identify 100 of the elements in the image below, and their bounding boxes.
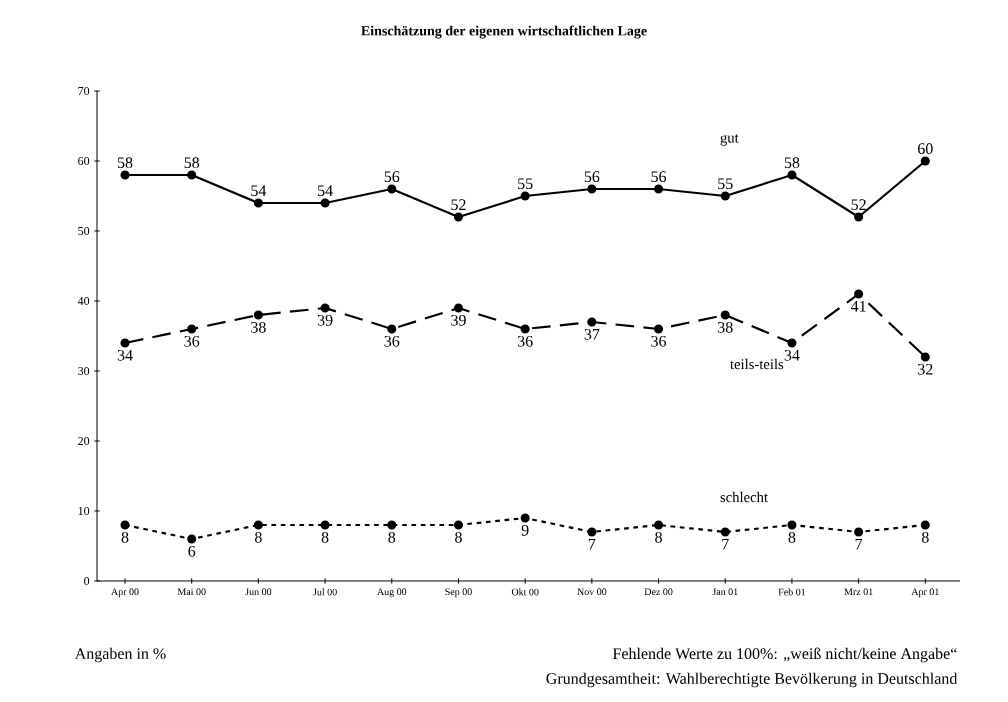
x-tick-label: Mai 00 <box>177 588 206 596</box>
y-tick-label: 50 <box>78 226 90 236</box>
data-label: 37 <box>584 328 600 340</box>
point <box>854 527 864 537</box>
data-label: 54 <box>318 185 333 197</box>
text: Fehlende Werte zu 100%: „weiß nicht/keine Angabe“ <box>612 647 957 663</box>
point <box>387 324 397 334</box>
point <box>453 520 464 530</box>
x-tick-label: Apr 00 <box>111 588 139 598</box>
y-tick-label: 20 <box>78 436 90 446</box>
data-label: 56 <box>651 171 667 183</box>
x-tick-label: Nov 00 <box>577 588 607 596</box>
y-tick-label: 60 <box>78 156 90 166</box>
point <box>120 170 130 180</box>
point <box>854 212 864 222</box>
data-label: 7 <box>722 538 729 550</box>
y-tick-label: 30 <box>78 366 90 376</box>
point <box>787 520 797 530</box>
data-label: 8 <box>255 531 262 543</box>
x-tick-label: Apr 01 <box>911 588 939 598</box>
text: gut <box>720 134 739 146</box>
data-label: 8 <box>388 531 396 543</box>
data-label: 34 <box>117 349 133 361</box>
point <box>320 198 330 208</box>
point <box>920 352 930 362</box>
y-tick-label: 40 <box>77 296 90 306</box>
data-label: 56 <box>384 171 400 183</box>
point <box>453 303 464 313</box>
point <box>920 156 930 166</box>
point <box>587 317 597 327</box>
point <box>253 520 263 530</box>
data-label: 34 <box>784 349 800 361</box>
point <box>654 520 664 530</box>
point <box>320 520 330 530</box>
data-label: 52 <box>851 199 866 211</box>
x-tick-label: Jul 00 <box>313 588 337 596</box>
point <box>587 527 597 537</box>
x-tick-label: Okt 00 <box>511 588 539 596</box>
data-label: 38 <box>718 321 733 333</box>
point <box>854 289 864 299</box>
data-label: 55 <box>518 178 533 190</box>
point <box>520 191 530 201</box>
data-label: 52 <box>451 199 466 211</box>
data-label: 58 <box>117 157 133 169</box>
data-label: 38 <box>251 321 266 333</box>
y-tick-label: 10 <box>78 506 90 516</box>
point <box>187 534 197 544</box>
text: Angaben in % <box>74 647 166 663</box>
point <box>120 338 130 348</box>
data-label: 8 <box>455 531 462 543</box>
point <box>654 184 664 194</box>
data-label: 41 <box>850 300 866 312</box>
data-label: 39 <box>317 314 333 326</box>
point <box>787 338 797 348</box>
data-label: 60 <box>918 143 933 155</box>
data-label: 8 <box>788 531 796 543</box>
point <box>520 513 530 523</box>
series-label: teils-teils <box>730 358 784 370</box>
point <box>253 310 263 320</box>
point <box>920 520 930 530</box>
point <box>720 527 730 537</box>
series-label: schlecht <box>720 491 768 503</box>
data-label: 32 <box>918 363 933 375</box>
data-label: 8 <box>121 531 129 543</box>
point <box>787 170 797 180</box>
data-label: 36 <box>651 335 667 347</box>
point <box>654 324 664 334</box>
point <box>253 198 263 208</box>
x-tick-label: Feb 01 <box>778 588 806 596</box>
point <box>187 324 197 334</box>
text: Grundgesamtheit: Wahlberechtigte Bevölkerung in Deutschland <box>546 672 958 688</box>
data-label: 36 <box>384 335 400 347</box>
data-label: 8 <box>921 531 929 543</box>
data-label: 7 <box>855 538 863 550</box>
data-label: 7 <box>588 538 596 550</box>
data-label: 58 <box>184 157 200 169</box>
point <box>387 184 397 194</box>
point <box>587 184 597 194</box>
y-tick-label: 0 <box>84 576 90 586</box>
data-label: 6 <box>188 545 196 557</box>
data-label: 54 <box>251 185 267 197</box>
x-tick-label: Aug 00 <box>377 588 407 598</box>
data-label: 56 <box>584 171 600 183</box>
data-label: 55 <box>718 178 733 190</box>
point <box>520 324 530 334</box>
data-label: 36 <box>517 335 533 347</box>
x-tick-label: Sep 00 <box>445 588 472 598</box>
point <box>720 191 730 201</box>
data-label: 39 <box>451 314 466 326</box>
x-tick-label: Mrz 01 <box>844 588 873 596</box>
point <box>387 520 397 530</box>
x-tick-label: Jun 00 <box>245 588 272 596</box>
data-label: 36 <box>184 335 200 347</box>
y-tick-label: 70 <box>78 86 90 96</box>
x-tick-label: Dez 00 <box>644 588 673 596</box>
data-label: 8 <box>321 531 329 543</box>
point <box>120 520 130 530</box>
point <box>187 170 197 180</box>
data-label: 58 <box>784 157 800 169</box>
data-label: 8 <box>655 531 662 543</box>
